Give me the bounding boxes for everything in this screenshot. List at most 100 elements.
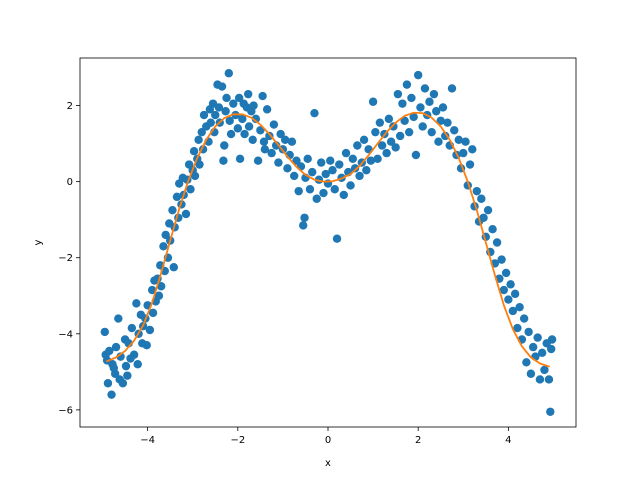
data-point	[506, 280, 515, 289]
data-point	[100, 327, 110, 337]
data-point	[253, 156, 263, 165]
data-point	[199, 110, 209, 120]
data-point	[317, 158, 326, 167]
data-point	[147, 285, 157, 295]
data-point	[535, 375, 545, 384]
data-point	[181, 209, 191, 219]
data-point	[220, 141, 229, 150]
x-tick-label: 4	[505, 435, 511, 446]
data-point	[350, 164, 360, 173]
data-point	[303, 154, 312, 164]
data-point	[159, 242, 168, 251]
data-point	[169, 263, 178, 272]
data-point	[300, 213, 309, 222]
data-point	[492, 238, 502, 247]
data-point	[375, 118, 385, 127]
data-point	[103, 379, 113, 388]
x-tick-label: −4	[140, 435, 155, 446]
data-point	[123, 371, 132, 380]
data-point	[132, 299, 141, 308]
data-point	[404, 127, 414, 137]
data-point	[407, 93, 416, 103]
data-point	[459, 148, 468, 158]
data-point	[411, 150, 421, 160]
data-point	[267, 148, 276, 158]
data-point	[219, 156, 228, 165]
data-point	[339, 190, 348, 200]
data-point	[391, 143, 400, 152]
data-point	[156, 282, 166, 291]
data-point	[450, 126, 459, 135]
data-point	[454, 135, 463, 144]
data-point	[526, 369, 536, 378]
data-point	[129, 350, 139, 359]
data-point	[260, 145, 270, 154]
data-point	[161, 230, 170, 240]
data-point	[483, 205, 493, 215]
data-point	[425, 97, 434, 106]
data-point	[194, 135, 203, 144]
data-point	[371, 127, 380, 137]
data-point	[432, 107, 441, 116]
data-point	[289, 171, 299, 181]
data-point	[240, 129, 249, 139]
data-point	[497, 255, 506, 264]
data-point	[443, 118, 452, 127]
data-point	[537, 348, 547, 358]
data-point	[420, 84, 430, 93]
data-point	[233, 124, 243, 133]
data-point	[373, 154, 382, 164]
data-point	[341, 148, 351, 158]
fit-line	[106, 111, 550, 368]
data-point	[468, 145, 477, 154]
data-point	[368, 97, 378, 106]
data-point	[259, 137, 269, 146]
data-point	[222, 93, 231, 103]
data-point	[377, 141, 387, 150]
data-point	[145, 325, 155, 335]
data-point	[258, 91, 267, 101]
data-point	[256, 126, 265, 135]
y-tick-label: −2	[58, 253, 73, 264]
data-point	[172, 192, 182, 202]
data-point	[409, 112, 418, 122]
data-point	[217, 82, 227, 91]
data-point	[328, 166, 337, 175]
fit-line-series	[106, 111, 550, 368]
data-point	[441, 131, 450, 141]
y-axis-label: y	[33, 239, 44, 245]
data-point	[508, 306, 518, 316]
data-point	[386, 137, 396, 146]
data-point	[434, 137, 443, 146]
data-point	[528, 342, 538, 352]
data-point	[154, 291, 164, 300]
data-point	[214, 103, 224, 112]
data-point	[346, 181, 355, 190]
data-point	[283, 164, 292, 173]
data-point	[359, 135, 369, 144]
data-point	[312, 194, 321, 203]
data-point	[519, 314, 529, 323]
data-point	[148, 308, 158, 318]
data-point	[465, 160, 475, 169]
data-point	[513, 323, 522, 333]
data-point	[533, 333, 542, 342]
data-point	[118, 379, 128, 388]
data-point	[142, 341, 151, 350]
data-point	[398, 99, 407, 108]
data-point	[330, 185, 339, 194]
data-point	[197, 127, 206, 137]
data-point	[116, 352, 125, 361]
data-point	[335, 160, 344, 169]
data-point	[243, 89, 253, 99]
data-point	[305, 185, 315, 194]
data-point	[477, 194, 486, 203]
x-axis: −4 −2 0 2 4	[140, 427, 512, 446]
data-point	[186, 185, 195, 194]
data-point	[319, 188, 328, 198]
data-point	[235, 154, 245, 164]
y-tick-label: 2	[67, 101, 73, 112]
data-point	[504, 295, 513, 304]
x-tick-label: 2	[415, 435, 421, 446]
data-point	[310, 108, 319, 118]
